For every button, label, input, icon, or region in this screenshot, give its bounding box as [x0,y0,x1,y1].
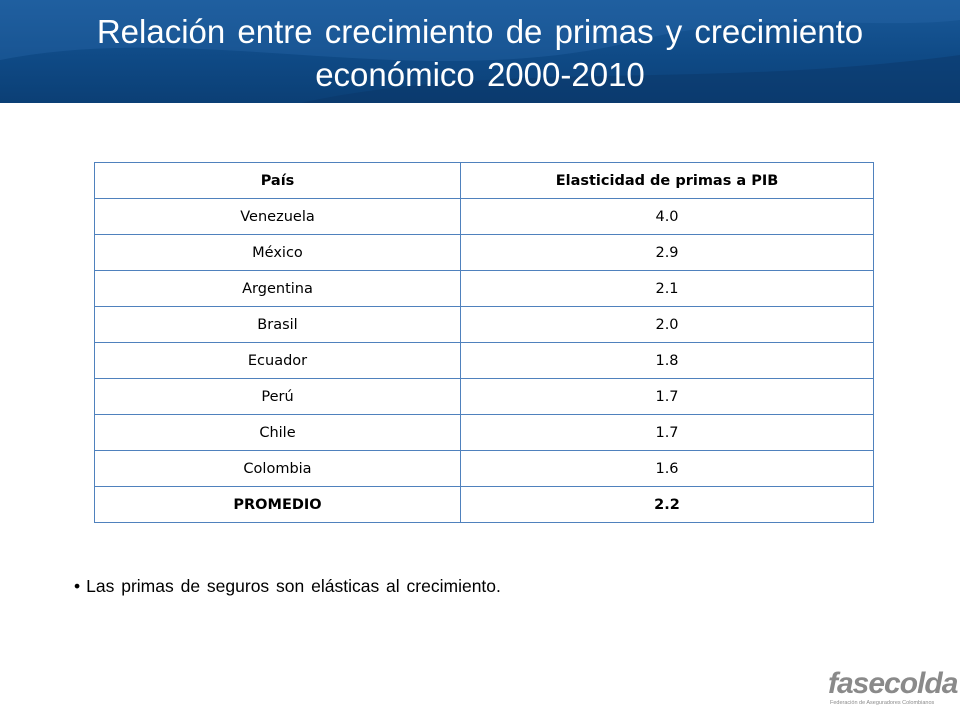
bullet-text: Las primas de seguros son elásticas al c… [86,576,501,596]
elasticity-table: País Elasticidad de primas a PIB Venezue… [94,162,874,523]
cell-country: México [94,234,461,271]
cell-elasticity: 1.7 [460,414,874,451]
cell-elasticity: 1.6 [460,450,874,487]
column-header-elasticity: Elasticidad de primas a PIB [460,162,874,199]
cell-elasticity: 2.9 [460,234,874,271]
cell-country: Brasil [94,306,461,343]
cell-total-label: PROMEDIO [94,486,461,523]
cell-country: Venezuela [94,198,461,235]
cell-elasticity: 2.1 [460,270,874,307]
cell-country: Perú [94,378,461,415]
table-row: Colombia 1.6 [94,450,874,487]
logo-subtitle: Federación de Aseguradores Colombianos [830,700,935,706]
table-total-row: PROMEDIO 2.2 [94,486,874,523]
bullet-point: • Las primas de seguros son elásticas al … [74,576,501,597]
cell-elasticity: 1.7 [460,378,874,415]
table-header-row: País Elasticidad de primas a PIB [94,162,874,199]
slide-title: Relación entre crecimiento de primas y c… [20,10,940,96]
column-header-country: País [94,162,461,199]
cell-total-value: 2.2 [460,486,874,523]
table-row: Chile 1.7 [94,414,874,451]
logo-wordmark: fasecolda [828,667,958,700]
table-row: Argentina 2.1 [94,270,874,307]
slide-title-line-2: económico 2000-2010 [315,56,645,93]
fasecolda-logo: fasecolda Federación de Aseguradores Col… [828,668,958,712]
bullet-dot: • [74,576,81,596]
cell-country: Chile [94,414,461,451]
cell-country: Colombia [94,450,461,487]
cell-elasticity: 4.0 [460,198,874,235]
cell-country: Argentina [94,270,461,307]
header-swoosh-decoration [0,0,960,103]
slide-header: Relación entre crecimiento de primas y c… [0,0,960,103]
slide-title-line-1: Relación entre crecimiento de primas y c… [96,13,864,50]
elasticity-table-container: País Elasticidad de primas a PIB Venezue… [94,162,874,523]
table-row: Venezuela 4.0 [94,198,874,235]
table-row: Ecuador 1.8 [94,342,874,379]
table-row: Perú 1.7 [94,378,874,415]
table-row: Brasil 2.0 [94,306,874,343]
cell-country: Ecuador [94,342,461,379]
table-row: México 2.9 [94,234,874,271]
cell-elasticity: 1.8 [460,342,874,379]
cell-elasticity: 2.0 [460,306,874,343]
